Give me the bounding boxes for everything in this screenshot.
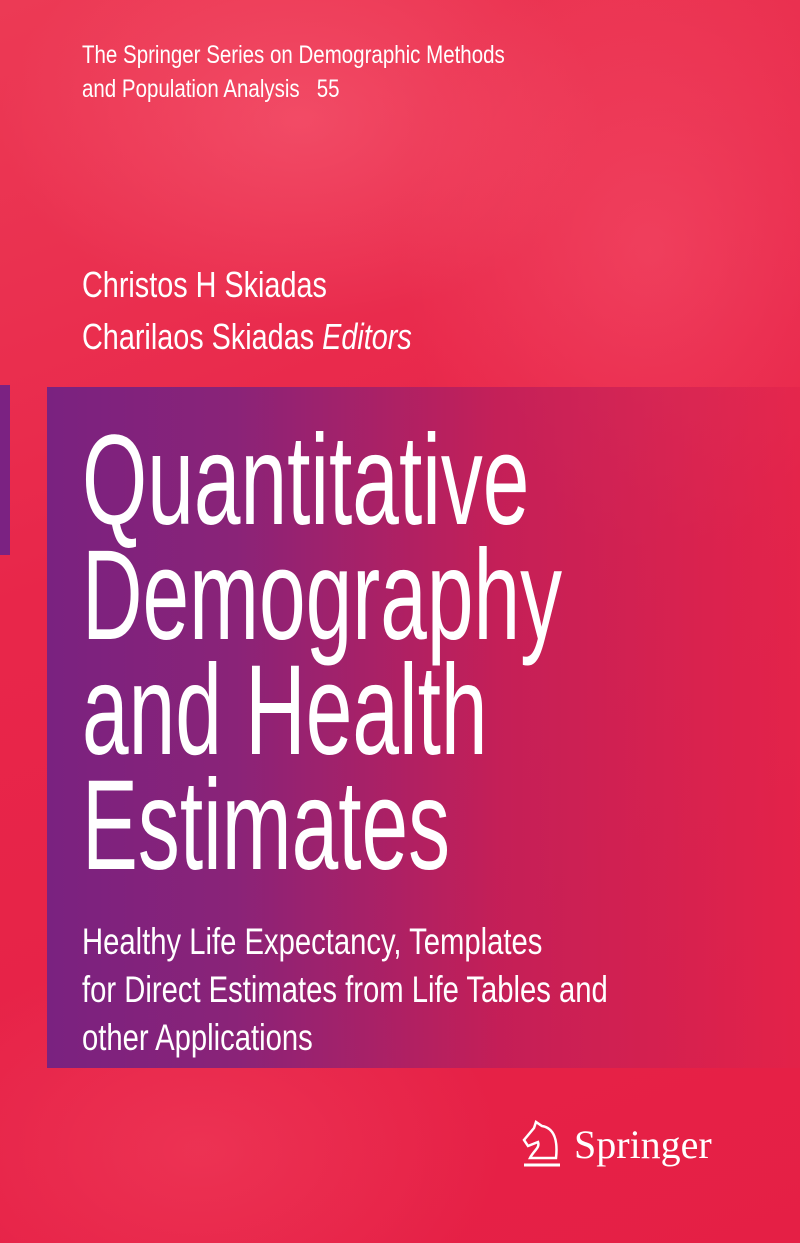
series-line-1: The Springer Series on Demographic Metho… (82, 41, 505, 69)
editors-label: Editors (322, 316, 412, 357)
author-2-name: Charilaos Skiadas (82, 316, 315, 357)
series-line-2: and Population Analysis (82, 75, 300, 103)
left-accent-strip (0, 385, 10, 555)
subtitle-line: other Applications (82, 1017, 313, 1058)
title-band (47, 387, 800, 1068)
title-line: Estimates (82, 754, 451, 897)
book-title: Quantitative Demography and Health Estim… (82, 409, 562, 897)
title-line: Demography (82, 524, 562, 667)
subtitle-line: for Direct Estimates from Life Tables an… (82, 969, 608, 1010)
publisher-name: Springer (574, 1121, 712, 1167)
book-subtitle: Healthy Life Expectancy, Templates for D… (82, 918, 608, 1062)
series-title: The Springer Series on Demographic Metho… (82, 38, 505, 106)
title-line: and Health (82, 639, 488, 782)
subtitle-line: Healthy Life Expectancy, Templates (82, 921, 543, 962)
chess-knight-icon (522, 1120, 560, 1167)
title-line: Quantitative (82, 409, 530, 552)
series-number: 55 (316, 75, 340, 103)
author-1: Christos H Skiadas (82, 264, 327, 305)
springer-logo: Springer (520, 1118, 712, 1170)
author-2: Charilaos Skiadas Editors (82, 316, 412, 358)
